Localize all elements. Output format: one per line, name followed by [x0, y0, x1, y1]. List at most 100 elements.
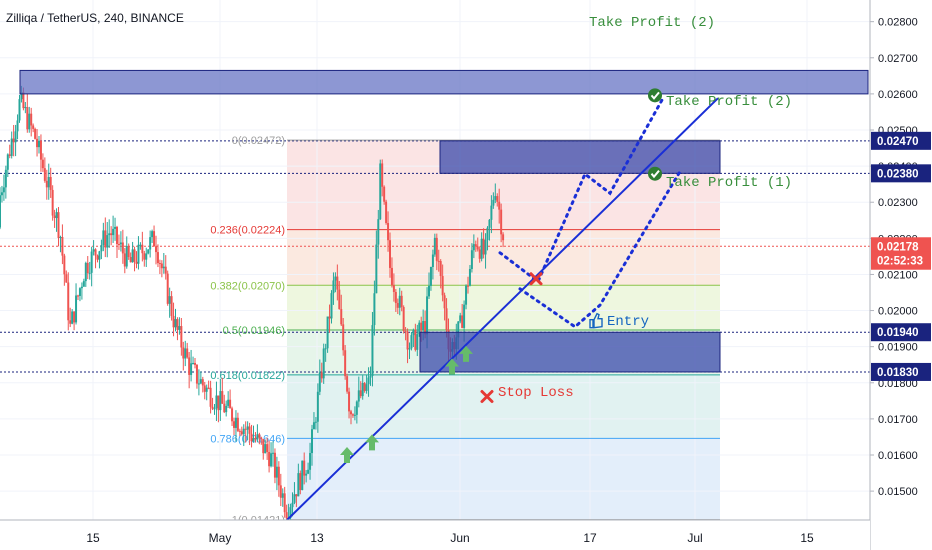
candle-body: [61, 236, 64, 256]
up-arrow-icon: [340, 447, 354, 463]
price-tags: 0.02470 0.02380 0.02178 02:52:33 0.01940 0.01…: [871, 131, 931, 381]
up-arrow-icon: [365, 434, 379, 451]
candle-body: [299, 473, 302, 491]
fibonacci-levels[interactable]: 0(0.02472) 0.236(0.02224) 0.382(0.02070) 0.…: [210, 135, 720, 527]
candle-body: [38, 140, 40, 148]
candle-body: [10, 138, 13, 156]
candle-body: [307, 469, 310, 474]
candle-body: [63, 255, 66, 275]
horizontal-levels[interactable]: [0, 140, 870, 373]
candle-body: [500, 209, 503, 235]
candle-body: [472, 244, 475, 251]
candle-body: [463, 304, 466, 328]
candle-body: [498, 201, 501, 210]
candle-body: [8, 154, 11, 156]
candle-body: [350, 411, 352, 415]
candle-body: [18, 99, 21, 121]
candle-body: [213, 408, 216, 410]
candle-body: [190, 363, 193, 375]
top-resistance-zone: [19, 69, 869, 95]
candle-body: [244, 428, 247, 430]
candle-body: [192, 362, 195, 364]
candle-body: [201, 379, 204, 386]
candle-body: [363, 382, 366, 391]
price-tag-label: 0.02178: [877, 241, 919, 253]
candle-body: [377, 219, 380, 245]
candle-body: [297, 473, 300, 497]
candle-body: [57, 212, 60, 238]
candle-body: [346, 376, 349, 392]
candle-body: [402, 307, 405, 331]
check-icon: [650, 170, 660, 179]
price-tag-label: 0.01940: [877, 327, 919, 339]
candle-body: [441, 276, 444, 296]
candle-body: [156, 252, 159, 264]
candle-body: [478, 249, 481, 259]
candle-body: [418, 322, 421, 335]
candle-body: [424, 321, 427, 335]
candle-body: [22, 92, 25, 109]
candle-body: [199, 379, 202, 384]
take-profit-zone: [439, 140, 721, 174]
price-tick-label: 0.02300: [878, 197, 918, 209]
price-axis[interactable]: 0.028000.027000.026000.025000.024000.023…: [869, 0, 932, 550]
candle-body: [121, 242, 124, 254]
price-tag: [871, 164, 931, 183]
candle-body: [125, 245, 128, 267]
candle-body: [459, 315, 462, 322]
candle-body: [77, 295, 79, 297]
candle-body: [443, 295, 446, 309]
candle-body: [53, 215, 56, 219]
candle-body: [318, 372, 321, 392]
candle-body: [135, 261, 138, 264]
candle-body: [28, 113, 31, 130]
candle-body: [67, 282, 70, 321]
candle-body: [143, 253, 146, 260]
candle-body: [404, 330, 407, 332]
price-tag: [871, 251, 931, 270]
candle-body: [389, 240, 391, 268]
time-tick-label: May: [209, 531, 232, 545]
candle-body: [340, 309, 343, 325]
candle-body: [82, 281, 85, 287]
candle-body: [326, 316, 329, 349]
candle-body: [217, 395, 220, 411]
candle-body: [229, 399, 232, 409]
candle-body: [468, 269, 471, 286]
candle-body: [275, 466, 278, 478]
trend-lines[interactable]: [286, 96, 719, 520]
zones[interactable]: [19, 69, 869, 373]
candle-body: [361, 382, 364, 397]
time-tick-label: 17: [583, 531, 597, 545]
candle-body: [16, 120, 19, 132]
candle-body: [334, 276, 337, 281]
candle-body: [394, 291, 397, 304]
candle-body: [20, 92, 23, 100]
time-axis[interactable]: 15 May 13 Jun 17 Jul 15: [0, 519, 870, 550]
candle-body: [242, 428, 245, 435]
candle-body: [131, 249, 134, 263]
candle-body: [116, 226, 118, 244]
time-axis-bg: [0, 520, 870, 550]
candle-body: [461, 315, 464, 328]
check-circle-icon: [648, 88, 662, 103]
candle-body: [178, 326, 181, 330]
price-tick-label: 0.02600: [878, 89, 918, 101]
candle-body: [457, 321, 460, 338]
candle-body: [264, 444, 267, 454]
candle-body: [108, 233, 111, 236]
price-tag: [871, 323, 931, 342]
candle-body: [219, 391, 222, 411]
candle-body: [305, 473, 308, 476]
candle-body: [170, 296, 173, 316]
candle-body: [490, 205, 493, 220]
price-tag-label: 0.02470: [877, 136, 919, 148]
candle-body: [45, 180, 48, 188]
take-profit-2-label: Take Profit (2): [666, 94, 792, 110]
candle-body: [223, 403, 226, 413]
candle-body: [338, 289, 341, 310]
projection-path: [518, 170, 682, 329]
candle-body: [270, 453, 273, 467]
candle-body: [311, 429, 313, 454]
